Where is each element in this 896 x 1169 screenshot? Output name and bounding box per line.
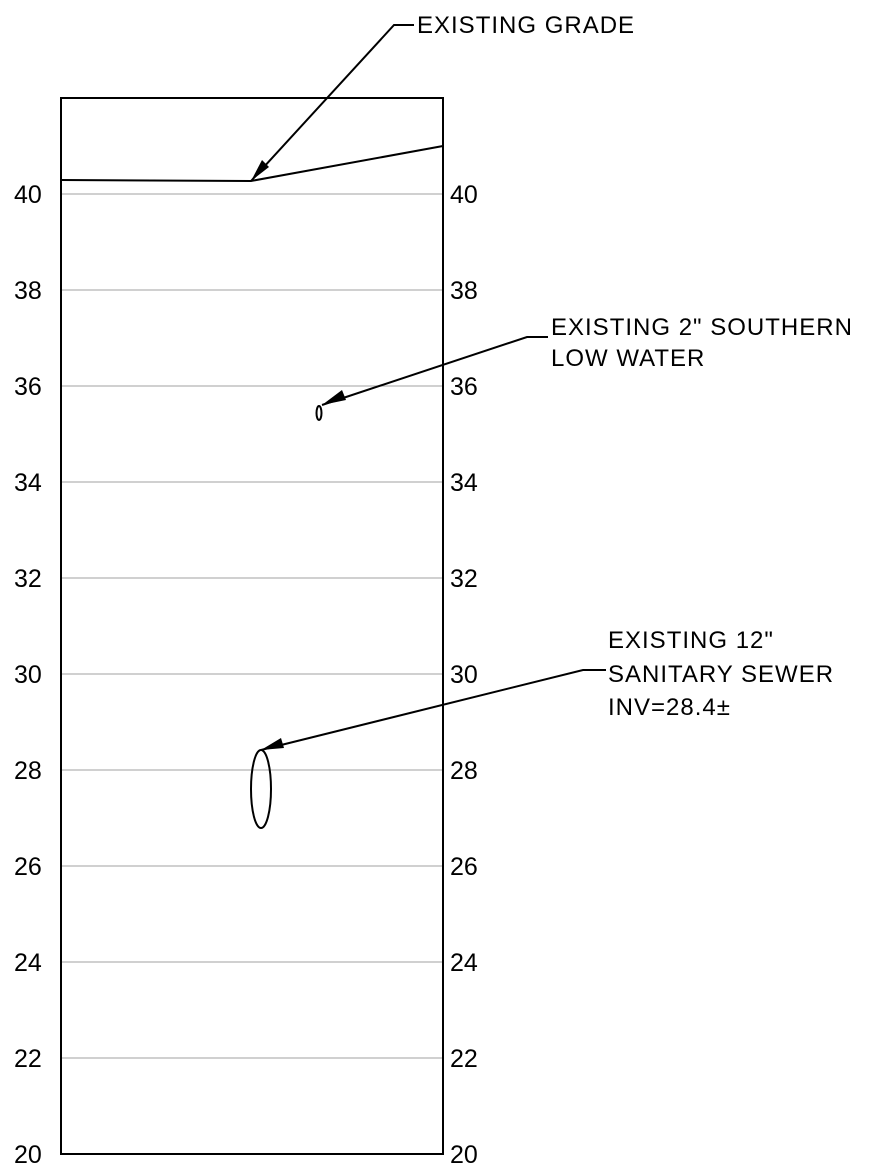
- right-label-38: 38: [450, 277, 478, 305]
- grade-arrowhead: [251, 160, 269, 181]
- left-label-20: 20: [14, 1141, 42, 1169]
- left-label-32: 32: [14, 565, 42, 593]
- sewer-callout-line-3: INV=28.4±: [608, 694, 731, 721]
- right-label-24: 24: [450, 949, 478, 977]
- grade-callout-text: EXISTING GRADE: [417, 12, 635, 39]
- sewer-pipe-symbol: [250, 749, 272, 829]
- right-label-30: 30: [450, 661, 478, 689]
- left-label-22: 22: [14, 1045, 42, 1073]
- left-label-28: 28: [14, 757, 42, 785]
- left-label-26: 26: [14, 853, 42, 881]
- sewer-pipe-callout: EXISTING 12" SANITARY SEWER INV=28.4±: [250, 627, 834, 829]
- right-label-32: 32: [450, 565, 478, 593]
- sewer-callout-line-1: EXISTING 12": [608, 627, 774, 654]
- water-arrowhead: [322, 390, 346, 405]
- water-callout-line-1: EXISTING 2" SOUTHERN: [551, 314, 853, 341]
- profile-frame: [60, 97, 444, 1155]
- left-label-36: 36: [14, 373, 42, 401]
- right-label-22: 22: [450, 1045, 478, 1073]
- right-label-20: 20: [450, 1141, 478, 1169]
- grade-leader-line: [250, 24, 414, 182]
- water-leader-line: [321, 336, 548, 406]
- water-pipe-callout: EXISTING 2" SOUTHERN LOW WATER: [315, 314, 853, 421]
- left-label-34: 34: [14, 469, 42, 497]
- left-label-30: 30: [14, 661, 42, 689]
- sewer-arrowhead: [261, 738, 284, 750]
- left-label-40: 40: [14, 181, 42, 209]
- right-label-36: 36: [450, 373, 478, 401]
- elevation-gridlines: [61, 193, 443, 1059]
- grade-callout: EXISTING GRADE: [250, 12, 635, 182]
- water-callout-line-2: LOW WATER: [551, 345, 705, 372]
- sewer-callout-line-2: SANITARY SEWER: [608, 661, 834, 688]
- right-label-34: 34: [450, 469, 478, 497]
- right-label-40: 40: [450, 181, 478, 209]
- left-label-38: 38: [14, 277, 42, 305]
- water-pipe-symbol: [315, 405, 323, 421]
- existing-grade-line: [60, 145, 444, 183]
- right-label-26: 26: [450, 853, 478, 881]
- right-elevation-labels: 40 38 36 34 32 30 28 26 24 22 20: [450, 181, 478, 1169]
- left-elevation-labels: 40 38 36 34 32 30 28 26 24 22 20: [14, 181, 42, 1169]
- right-label-28: 28: [450, 757, 478, 785]
- left-label-24: 24: [14, 949, 42, 977]
- sewer-leader-line: [260, 669, 606, 751]
